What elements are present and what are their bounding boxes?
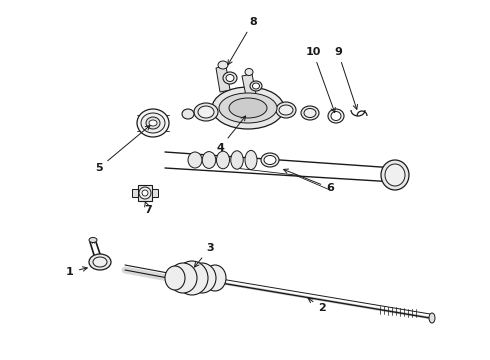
Ellipse shape <box>429 313 435 323</box>
Ellipse shape <box>202 152 216 168</box>
Ellipse shape <box>223 72 237 84</box>
Text: 4: 4 <box>216 116 245 153</box>
Ellipse shape <box>279 105 293 115</box>
Ellipse shape <box>139 187 151 199</box>
Ellipse shape <box>188 152 202 168</box>
Ellipse shape <box>218 61 228 69</box>
Ellipse shape <box>331 112 341 121</box>
Ellipse shape <box>93 257 107 267</box>
Ellipse shape <box>245 150 257 170</box>
Ellipse shape <box>165 266 185 290</box>
Ellipse shape <box>141 113 165 133</box>
Text: 2: 2 <box>308 298 326 313</box>
Ellipse shape <box>229 98 267 118</box>
Ellipse shape <box>194 103 218 121</box>
Text: 5: 5 <box>95 126 150 173</box>
Text: 6: 6 <box>284 169 334 193</box>
Bar <box>132 189 138 197</box>
Bar <box>152 189 158 197</box>
Ellipse shape <box>301 106 319 120</box>
Polygon shape <box>216 66 230 92</box>
Ellipse shape <box>137 109 169 137</box>
Ellipse shape <box>328 109 344 123</box>
Ellipse shape <box>89 238 97 243</box>
Ellipse shape <box>169 263 197 293</box>
Ellipse shape <box>261 153 279 167</box>
Ellipse shape <box>142 190 148 196</box>
Ellipse shape <box>245 68 253 76</box>
Ellipse shape <box>198 106 214 118</box>
Ellipse shape <box>381 160 409 190</box>
Ellipse shape <box>212 87 284 129</box>
Text: 8: 8 <box>228 17 257 65</box>
Text: 1: 1 <box>66 267 87 277</box>
Ellipse shape <box>226 75 234 81</box>
Ellipse shape <box>250 81 262 91</box>
Ellipse shape <box>176 261 208 295</box>
Ellipse shape <box>204 265 226 291</box>
Ellipse shape <box>89 254 111 270</box>
Text: 10: 10 <box>305 47 335 112</box>
Text: 3: 3 <box>195 243 214 267</box>
Ellipse shape <box>188 263 216 293</box>
Ellipse shape <box>219 93 277 123</box>
Text: 9: 9 <box>334 47 358 109</box>
Bar <box>138 185 152 201</box>
Ellipse shape <box>304 108 316 117</box>
Ellipse shape <box>217 151 229 169</box>
Ellipse shape <box>146 117 160 129</box>
Ellipse shape <box>252 83 260 89</box>
Ellipse shape <box>276 102 296 118</box>
Ellipse shape <box>385 164 405 186</box>
Ellipse shape <box>149 120 157 126</box>
Text: 7: 7 <box>144 202 152 215</box>
Ellipse shape <box>182 109 194 119</box>
Ellipse shape <box>264 156 276 165</box>
Polygon shape <box>242 74 256 96</box>
Ellipse shape <box>231 151 243 169</box>
